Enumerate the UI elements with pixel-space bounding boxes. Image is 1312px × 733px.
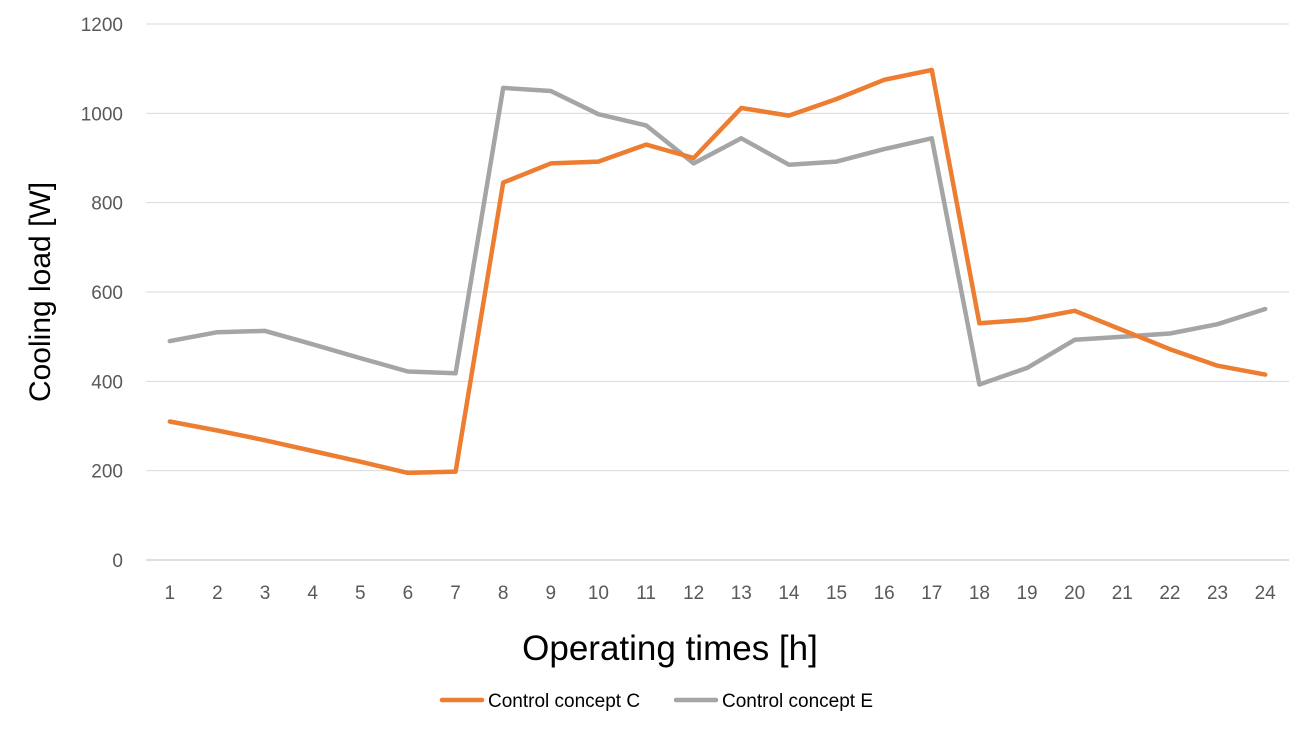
y-tick-label: 0 [112,551,123,572]
x-tick-label: 2 [212,583,223,604]
series-line [167,85,1268,387]
data-point [405,369,410,374]
x-tick-label: 3 [260,583,271,604]
x-tick-label: 11 [636,583,656,604]
y-axis-title: Cooling load [W] [24,182,57,402]
x-tick-label: 7 [450,583,461,604]
data-point [691,156,696,161]
data-point [1215,322,1220,327]
x-tick-label: 16 [874,583,895,604]
series-lines [167,67,1268,476]
data-point [596,112,601,117]
data-point [786,162,791,167]
data-point [358,356,363,361]
data-point [977,321,982,326]
data-point [215,330,220,335]
data-point [786,113,791,118]
x-tick-label: 9 [546,583,557,604]
x-tick-label: 5 [355,583,366,604]
legend-label: Control concept C [488,691,640,712]
x-tick-label: 10 [588,583,609,604]
series-line [167,67,1268,476]
x-tick-labels: 1 2 3 4 5 6 7 8 9 10 11 12 13 14 15 16 17 18 19 20 21 22 23 24 [165,583,1277,604]
x-tick-label: 19 [1016,583,1037,604]
data-point [453,469,458,474]
x-tick-label: 20 [1064,583,1085,604]
data-point [1215,363,1220,368]
data-point [739,105,744,110]
data-point [1120,334,1125,339]
data-point [834,97,839,102]
data-point [1263,306,1268,311]
data-point [1025,365,1030,370]
gridlines [146,23,1289,561]
data-point [1072,337,1077,342]
data-point [1263,372,1268,377]
x-tick-label: 4 [307,583,318,604]
x-axis-title: Operating times [h] [522,629,818,668]
data-point [644,123,649,128]
y-tick-label: 200 [91,462,123,483]
data-point [358,459,363,464]
x-tick-label: 14 [778,583,800,604]
data-point [167,419,172,424]
data-point [929,68,934,73]
data-point [1120,327,1125,332]
y-tick-label: 400 [91,372,123,393]
x-tick-label: 18 [969,583,990,604]
data-point [167,339,172,344]
y-tick-labels: 0 200 400 600 800 1000 1200 [81,15,123,572]
data-point [263,438,268,443]
data-point [405,470,410,475]
data-point [977,382,982,387]
data-point [501,180,506,185]
data-point [1025,317,1030,322]
data-point [548,161,553,166]
y-tick-label: 800 [91,194,123,215]
x-tick-label: 13 [731,583,752,604]
data-point [501,85,506,90]
data-point [1072,308,1077,313]
y-tick-label: 600 [91,283,123,304]
data-point [310,449,315,454]
data-point [310,342,315,347]
y-tick-label: 1000 [81,104,123,125]
data-point [263,328,268,333]
data-point [644,142,649,147]
data-point [882,147,887,152]
x-tick-label: 1 [165,583,176,604]
x-tick-label: 8 [498,583,509,604]
data-point [929,136,934,141]
legend: Control concept C Control concept E [439,691,873,712]
x-tick-label: 6 [403,583,414,604]
x-tick-label: 22 [1159,583,1180,604]
x-tick-label: 15 [826,583,847,604]
data-point [548,89,553,94]
legend-label: Control concept E [722,691,873,712]
data-point [739,136,744,141]
x-tick-label: 23 [1207,583,1228,604]
data-point [691,161,696,166]
x-tick-label: 17 [921,583,942,604]
data-point [596,159,601,164]
x-tick-label: 12 [683,583,704,604]
y-tick-label: 1200 [81,15,123,36]
data-point [1167,331,1172,336]
data-point [882,77,887,82]
data-point [1167,347,1172,352]
x-tick-label: 24 [1255,583,1277,604]
data-point [453,371,458,376]
data-point [215,428,220,433]
x-tick-label: 21 [1112,583,1133,604]
data-point [834,159,839,164]
